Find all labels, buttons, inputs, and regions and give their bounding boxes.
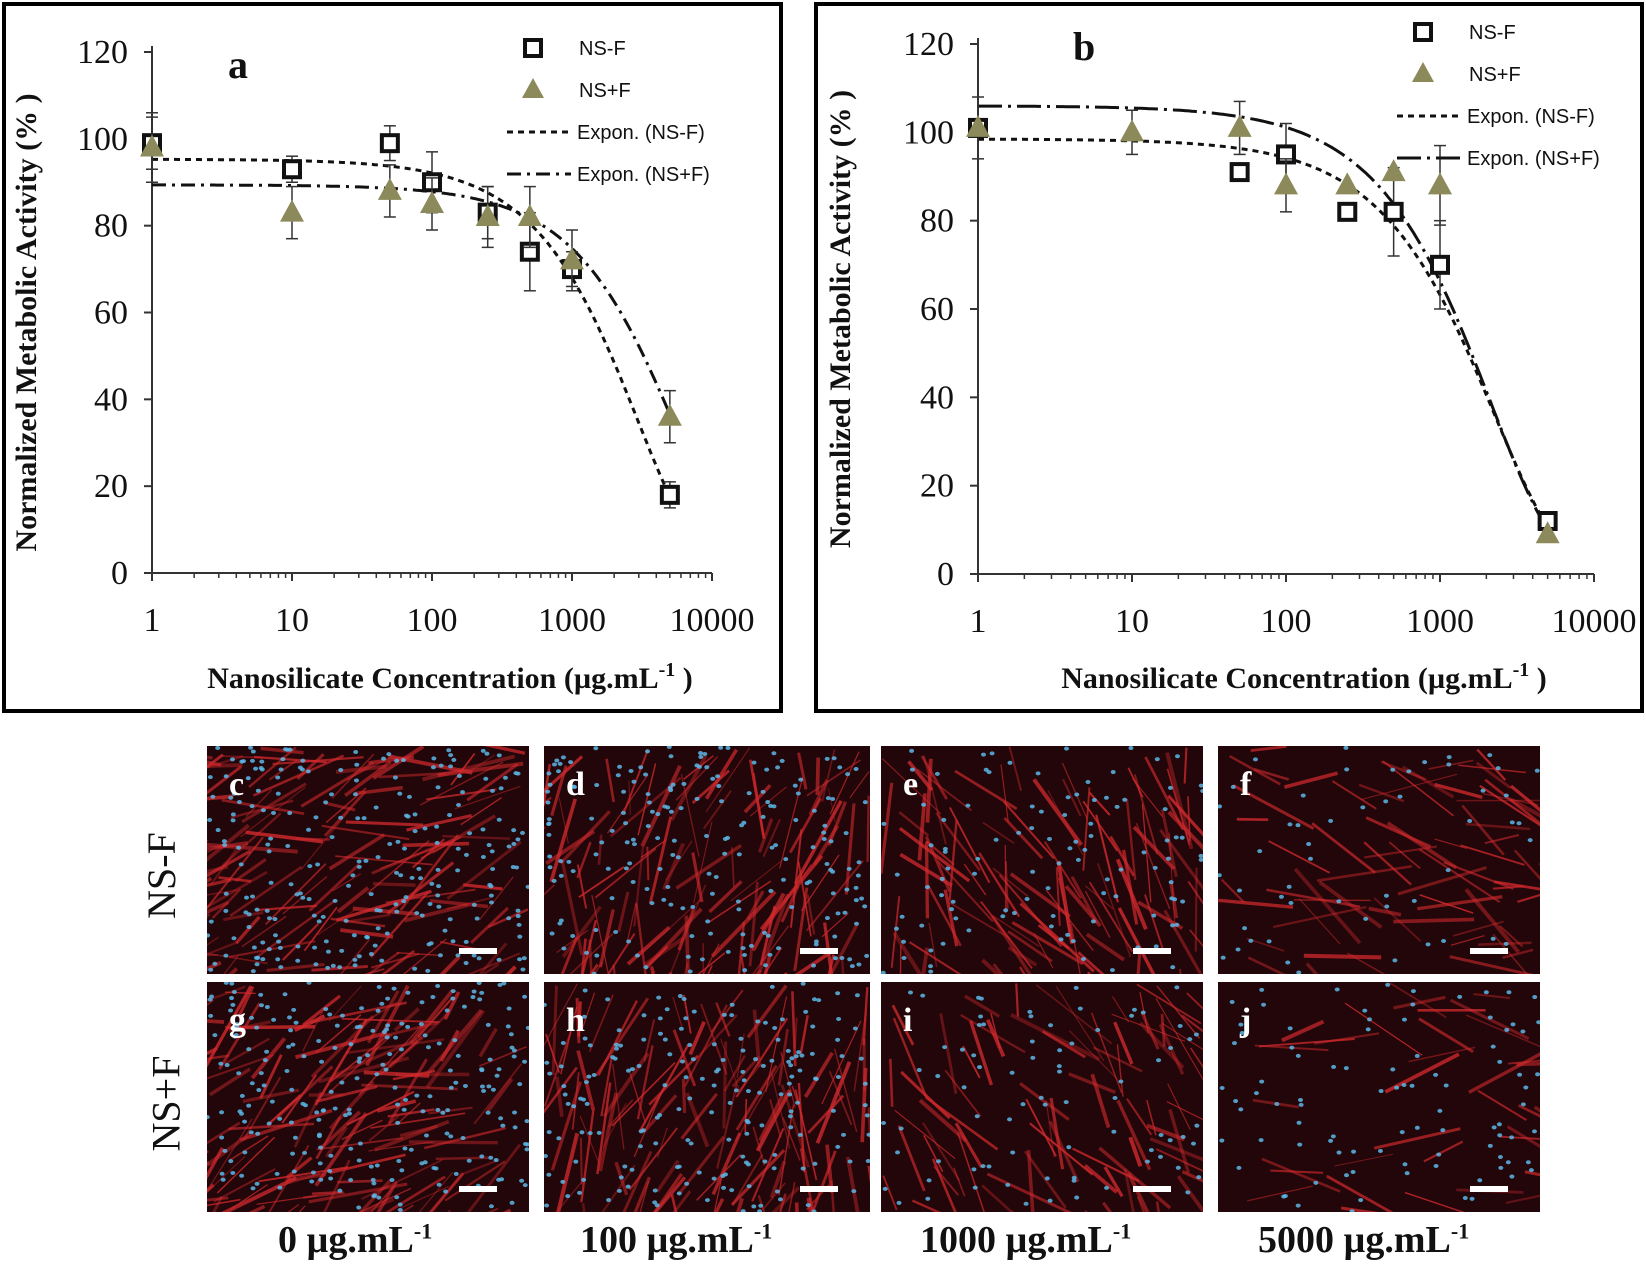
data-point-ns+f xyxy=(475,203,500,226)
micrograph-image xyxy=(544,746,870,974)
scale-bar xyxy=(459,948,497,954)
micrograph-image xyxy=(544,982,870,1212)
micrograph-image xyxy=(207,982,529,1212)
y-axis-title: Normalized Metabolic Activity (% ) xyxy=(10,93,43,551)
micrograph-h: h xyxy=(544,982,870,1212)
y-tick-label: 40 xyxy=(94,381,128,418)
data-point-ns+f xyxy=(420,190,444,213)
micrograph-image xyxy=(207,746,529,974)
row-label-ns-f: NS-F xyxy=(138,832,184,919)
y-tick-label: 60 xyxy=(94,295,128,332)
x-tick-label: 10000 xyxy=(670,602,755,639)
data-point-ns+f xyxy=(280,199,304,222)
micrograph-letter: e xyxy=(903,766,919,803)
x-tick-label: 100 xyxy=(407,602,458,639)
micrograph-letter: i xyxy=(903,1002,913,1039)
x-tick-label: 10 xyxy=(275,602,309,639)
micrograph-i: i xyxy=(881,982,1203,1212)
x-axis-title: Nanosilicate Concentration (µg.mL-1 ) xyxy=(207,659,693,695)
data-point-ns-f xyxy=(659,484,680,505)
micrograph-letter: d xyxy=(566,766,585,803)
micrograph-letter: f xyxy=(1240,766,1252,803)
micrograph-image xyxy=(881,983,1203,1212)
micrograph-g: g xyxy=(207,982,529,1212)
scale-bar xyxy=(1133,1186,1171,1192)
concentration-label: 100 µg.mL-1 xyxy=(580,1218,773,1261)
trendline-expon-ns-f- xyxy=(152,157,672,498)
micrograph-letter: g xyxy=(229,1002,246,1039)
concentration-label: 5000 µg.mL-1 xyxy=(1258,1218,1470,1261)
x-tick-label: 1000 xyxy=(538,602,606,639)
y-tick-label: 100 xyxy=(77,121,128,158)
scale-bar xyxy=(459,1186,497,1192)
micrograph-image xyxy=(1219,982,1540,1212)
row-label-ns+f: NS+F xyxy=(143,1055,189,1152)
scale-bar xyxy=(800,1186,838,1192)
data-point-ns+f xyxy=(657,403,682,426)
micrograph-image xyxy=(1218,746,1540,974)
legend-label: Expon. (NS+F) xyxy=(577,164,710,186)
x-tick-label: 1 xyxy=(144,602,161,639)
micrograph-letter: h xyxy=(566,1002,585,1039)
micrograph-image xyxy=(881,746,1203,974)
trendline-expon-ns+f- xyxy=(152,183,672,415)
data-point-ns-f xyxy=(282,159,302,180)
legend-symbol-ns+f xyxy=(522,78,544,98)
data-point-ns+f xyxy=(560,247,584,270)
chart-panel-a-frame xyxy=(2,2,783,713)
micrograph-letter: j xyxy=(1240,1002,1252,1039)
scale-bar xyxy=(800,948,838,954)
y-tick-label: 80 xyxy=(94,208,128,245)
y-tick-label: 20 xyxy=(94,468,128,505)
legend-label: Expon. (NS-F) xyxy=(577,122,705,144)
micrograph-letter: c xyxy=(229,766,245,803)
concentration-label: 1000 µg.mL-1 xyxy=(920,1218,1132,1261)
legend-label: NS+F xyxy=(579,80,631,102)
scale-bar xyxy=(1470,1186,1508,1192)
micrograph-j: j xyxy=(1218,982,1540,1212)
y-tick-label: 0 xyxy=(111,555,128,592)
scale-bar xyxy=(1470,948,1508,954)
micrograph-f: f xyxy=(1218,746,1540,974)
micrograph-d: d xyxy=(544,746,870,974)
scale-bar xyxy=(1133,948,1171,954)
legend-label: NS-F xyxy=(579,38,626,60)
micrograph-c: c xyxy=(207,746,529,974)
chart-panel-b-frame xyxy=(814,2,1644,713)
y-tick-label: 120 xyxy=(77,34,128,71)
legend-symbol-ns-f xyxy=(523,38,543,58)
micrograph-e: e xyxy=(881,746,1203,974)
data-point-ns-f xyxy=(379,133,400,154)
panel-letter: a xyxy=(228,42,248,87)
data-point-ns+f xyxy=(377,177,402,200)
concentration-label: 0 µg.mL-1 xyxy=(278,1218,433,1261)
data-point-ns+f xyxy=(140,134,164,157)
data-point-ns+f xyxy=(517,203,542,226)
